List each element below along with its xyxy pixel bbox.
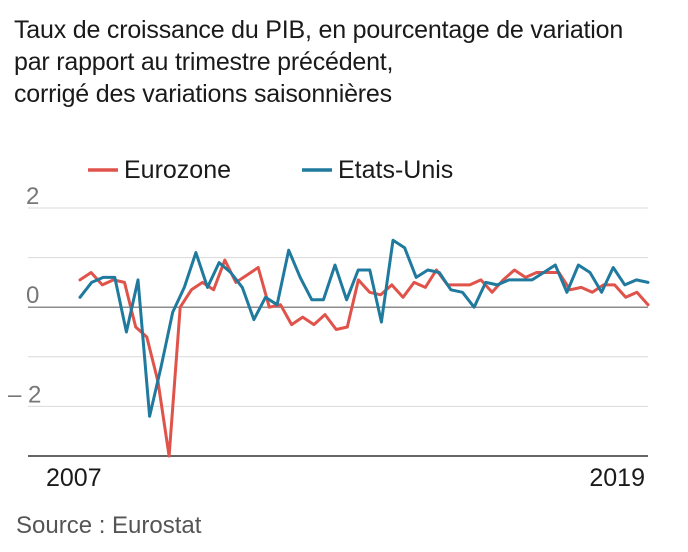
legend-label-eurozone: Eurozone: [124, 156, 231, 184]
y-tick-label: 2: [26, 183, 39, 210]
series-line-eurozone: [78, 258, 650, 458]
y-tick-label: – 2: [8, 381, 41, 408]
title-line-1: Taux de croissance du PIB, en pourcentag…: [14, 16, 624, 44]
x-tick-label-start: 2007: [46, 464, 102, 492]
legend-label-etats-unis: Etats-Unis: [338, 156, 453, 184]
title-line-3: corrigé des variations saisonnières: [14, 80, 392, 108]
y-tick-label: 0: [26, 282, 39, 309]
x-tick-label-end: 2019: [589, 464, 645, 492]
chart-title: Taux de croissance du PIB, en pourcentag…: [14, 14, 674, 110]
source-note: Source : Eurostat: [16, 512, 202, 539]
series-line-etats-unis: [78, 238, 650, 418]
title-line-2: par rapport au trimestre précédent,: [14, 48, 394, 76]
